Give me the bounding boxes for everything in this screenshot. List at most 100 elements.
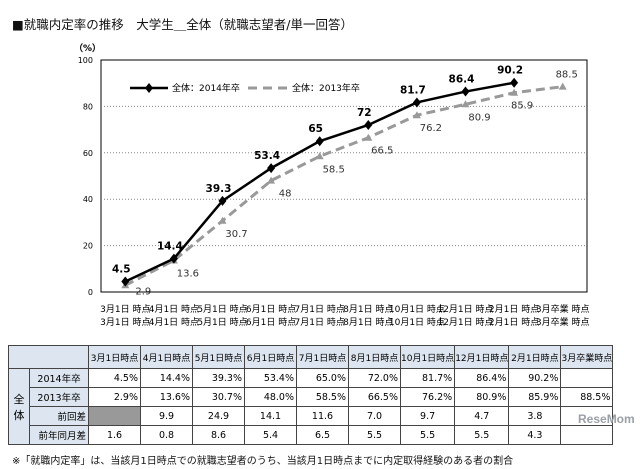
- row-label: 2014年卒: [29, 368, 89, 388]
- y-tick-label: 0: [88, 288, 93, 297]
- data-point: [412, 97, 421, 108]
- x-tick-label: 2月1日 時点: [489, 317, 539, 328]
- data-point: [510, 77, 519, 88]
- table-cell: 4.5%: [88, 368, 141, 388]
- footnote: ※「就職内定率」は、当該月1日時点での就職志望者のうち、当該月1日時点までに内定…: [12, 456, 514, 467]
- table-cell: 66.5%: [348, 387, 401, 407]
- x-tick-label: 10月1日 時点: [389, 317, 445, 328]
- table-cell: 85.9%: [508, 387, 562, 407]
- y-tick-label: 80: [83, 102, 93, 111]
- x-tick-label: 8月1日 時点: [343, 304, 393, 315]
- y-tick-label: 60: [83, 149, 93, 158]
- row-label: 2013年卒: [29, 387, 89, 407]
- table-cell: [560, 368, 614, 388]
- data-label: 39.3: [206, 183, 232, 195]
- group-label-text: 全体: [13, 392, 25, 422]
- row-label: 前年同月差: [29, 425, 89, 445]
- x-tick-label: 7月1日 時点: [295, 304, 345, 315]
- table-cell: 48.0%: [244, 387, 297, 407]
- table-cell: 7.0: [348, 406, 401, 426]
- table-cell: 39.3%: [192, 368, 245, 388]
- data-point: [558, 82, 567, 90]
- x-tick-label: 3月卒業 時点: [536, 316, 590, 328]
- x-tick-label: 3月1日 時点: [100, 304, 150, 315]
- header-corner: [8, 345, 89, 369]
- table-cell: 4.7: [454, 406, 510, 426]
- table-cell: 5.5: [399, 425, 456, 445]
- x-tick-label: 8月1日 時点: [343, 317, 393, 328]
- data-point: [218, 195, 227, 206]
- table-cell: 80.9%: [454, 387, 510, 407]
- table-cell: 4.3: [508, 425, 562, 445]
- data-label: 4.5: [112, 264, 131, 276]
- table-row: 前年同月差 1.6 0.8 8.6 5.4 6.5 5.5 5.5 5.5 4.3: [9, 425, 614, 445]
- x-tick-label: 7月1日 時点: [295, 317, 345, 328]
- table-cell: 76.2%: [399, 387, 456, 407]
- column-header: 5月1日時点: [192, 345, 245, 369]
- x-tick-label: 6月1日 時点: [246, 317, 296, 328]
- x-tick-label: 4月1日 時点: [149, 304, 199, 315]
- data-point: [315, 152, 324, 160]
- x-tick-label: 12月1日 時点: [437, 304, 493, 315]
- data-label: 30.7: [225, 229, 247, 240]
- x-tick-label: 6月1日 時点: [246, 304, 296, 315]
- table-cell: 13.6%: [140, 387, 193, 407]
- column-header: 4月1日時点: [140, 345, 193, 369]
- x-tick-label: 12月1日 時点: [437, 317, 493, 328]
- data-point: [315, 136, 324, 147]
- y-tick-label: 100: [78, 56, 93, 65]
- data-label: 72: [357, 107, 372, 119]
- table-cell: 58.5%: [296, 387, 349, 407]
- data-point: [121, 276, 130, 287]
- table-cell: 3.8: [508, 406, 562, 426]
- data-label: 86.4: [449, 74, 475, 86]
- series-line-1: [124, 85, 563, 287]
- data-label: 81.7: [400, 84, 426, 96]
- table-header-row: 3月1日時点 4月1日時点 5月1日時点 6月1日時点 7月1日時点 8月1日時点 10月1…: [8, 345, 614, 369]
- data-label: 2.9: [135, 286, 151, 297]
- table-cell: 9.7: [399, 406, 456, 426]
- data-point: [364, 119, 373, 130]
- group-label: 全体: [8, 368, 30, 445]
- x-tick-label: 10月1日 時点: [389, 304, 445, 315]
- data-label: 65: [308, 123, 323, 135]
- data-label: 66.5: [371, 146, 393, 157]
- data-label: 48: [279, 189, 292, 200]
- data-label: 53.4: [254, 150, 280, 162]
- table-cell: 30.7%: [192, 387, 245, 407]
- data-point: [218, 216, 227, 224]
- table-cell: 24.9: [192, 406, 245, 426]
- table-cell: 1.6: [88, 425, 141, 445]
- column-header: 7月1日時点: [296, 345, 349, 369]
- data-label: 88.5: [556, 70, 578, 81]
- table-cell: 86.4%: [454, 368, 510, 388]
- column-header: 3月卒業時点: [560, 345, 614, 369]
- table-cell: 81.7%: [399, 368, 456, 388]
- column-header: 2月1日時点: [508, 345, 562, 369]
- x-tick-label: 3月1日 時点: [100, 317, 150, 328]
- data-label: 76.2: [420, 123, 442, 134]
- column-header: 12月1日時点: [454, 345, 510, 369]
- table-cell: 5.4: [244, 425, 297, 445]
- table-cell: 6.5: [296, 425, 349, 445]
- data-label: 58.5: [323, 164, 345, 175]
- table-cell: 5.5: [348, 425, 401, 445]
- data-table: 3月1日時点 4月1日時点 5月1日時点 6月1日時点 7月1日時点 8月1日時点 10月1…: [8, 345, 614, 445]
- watermark-logo: ReseMom: [578, 412, 635, 426]
- plot-area: [100, 59, 588, 293]
- table-cell: [88, 406, 141, 426]
- table-row: 前回差 9.9 24.9 14.1 11.6 7.0 9.7 4.7 3.8: [9, 406, 614, 426]
- x-tick-label: 3月卒業 時点: [536, 303, 590, 315]
- data-point: [267, 176, 276, 184]
- chart-title: ■就職内定率の推移 大学生＿全体（就職志望者/単一回答）: [12, 17, 354, 32]
- table-cell: 2.9%: [88, 387, 141, 407]
- table-cell: 8.6: [192, 425, 245, 445]
- table-cell: 90.2%: [508, 368, 562, 388]
- legend-marker: [145, 83, 153, 93]
- data-point: [169, 253, 178, 264]
- table-cell: 9.9: [140, 406, 193, 426]
- table-cell: 72.0%: [348, 368, 401, 388]
- table-cell: [560, 425, 614, 445]
